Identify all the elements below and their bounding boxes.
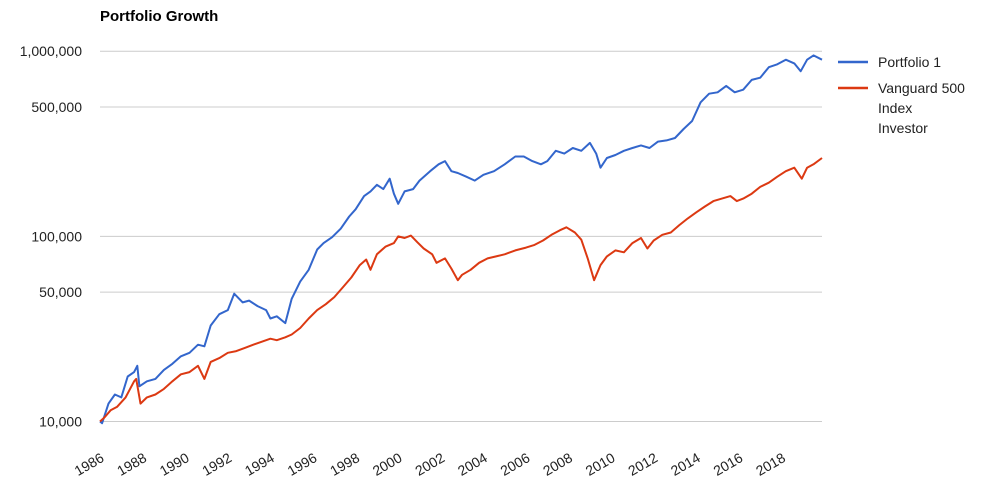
- x-tick-label: 1994: [242, 449, 277, 479]
- x-tick-label: 1992: [199, 449, 234, 479]
- x-tick-label: 2010: [583, 449, 618, 479]
- series-lines: [99, 54, 823, 425]
- x-tick-label: 1996: [284, 449, 319, 479]
- y-tick-label: 10,000: [39, 414, 82, 430]
- x-tick-label: 2008: [540, 449, 575, 479]
- x-tick-label: 2012: [625, 449, 660, 479]
- x-tick: 1988: [114, 449, 149, 479]
- x-tick: 2008: [540, 449, 575, 479]
- x-tick: 2010: [583, 449, 618, 479]
- y-tick-label: 500,000: [31, 99, 82, 115]
- x-tick: 2016: [710, 449, 745, 479]
- x-tick-label: 2002: [412, 449, 447, 479]
- x-axis-ticks: 1986 1988 1990 1992 1994 1996 1998 2000 2002 2004…: [72, 449, 789, 479]
- y-axis-ticks: 10,000 50,000 100,000 500,000 1,000,000: [20, 43, 83, 429]
- y-tick-label: 50,000: [39, 284, 82, 300]
- x-tick: 2004: [455, 449, 490, 479]
- x-tick-label: 2018: [753, 449, 788, 479]
- x-tick-label: 2006: [497, 449, 532, 479]
- legend: Portfolio 1 Vanguard 500 Index Investor: [838, 54, 965, 136]
- gridlines: [100, 50, 822, 423]
- y-tick-label: 100,000: [31, 228, 82, 244]
- x-tick-label: 2016: [710, 449, 745, 479]
- y-tick-label: 1,000,000: [20, 43, 82, 59]
- x-tick: 2014: [668, 449, 703, 479]
- x-tick: 2018: [753, 449, 788, 479]
- x-tick-label: 1986: [72, 449, 107, 479]
- x-tick-label: 1990: [157, 449, 192, 479]
- chart-title: Portfolio Growth: [100, 8, 219, 25]
- x-tick: 1998: [327, 449, 362, 479]
- x-tick-label: 1998: [327, 449, 362, 479]
- x-tick: 2012: [625, 449, 660, 479]
- x-tick-label: 2014: [668, 449, 703, 479]
- x-tick-label: 1988: [114, 449, 149, 479]
- x-tick: 2006: [497, 449, 532, 479]
- x-tick: 1992: [199, 449, 234, 479]
- legend-label: Vanguard 500 Index Investor: [878, 80, 965, 136]
- x-tick: 1986: [72, 449, 107, 479]
- x-tick: 2000: [370, 449, 405, 479]
- x-tick: 1990: [157, 449, 192, 479]
- x-tick-label: 2004: [455, 449, 490, 479]
- series-line-1: [99, 54, 823, 425]
- legend-label: Portfolio 1: [878, 54, 941, 70]
- x-tick: 2002: [412, 449, 447, 479]
- series-line-2: [99, 157, 823, 423]
- x-tick-label: 2000: [370, 449, 405, 479]
- x-tick: 1994: [242, 449, 277, 479]
- x-tick: 1996: [284, 449, 319, 479]
